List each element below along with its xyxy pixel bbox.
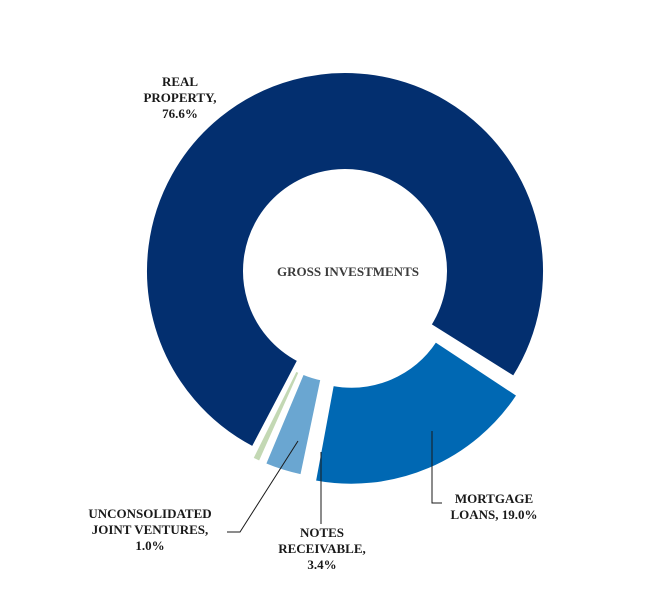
slice-labels: REAL PROPERTY, 76.6% MORTGAGE LOANS, 19.0% NO… xyxy=(88,74,537,572)
slice-label-line: 76.6% xyxy=(162,106,198,121)
leader-lines xyxy=(227,431,442,533)
slice-label-line: PROPERTY, xyxy=(143,90,216,105)
slice-label-line: RECEIVABLE, xyxy=(278,541,366,556)
slice-notes xyxy=(263,372,323,477)
slice-label-line: LOANS, 19.0% xyxy=(450,507,537,522)
donut-slices xyxy=(145,71,545,486)
slice-label-real: REAL PROPERTY, 76.6% xyxy=(143,74,216,121)
slice-label-line: 1.0% xyxy=(135,538,164,553)
slice-label-line: NOTES xyxy=(300,525,344,540)
slice-label-line: JOINT VENTURES, xyxy=(92,522,209,537)
leader-line-jv xyxy=(227,440,299,533)
slice-label-mortgage: MORTGAGE LOANS, 19.0% xyxy=(450,491,537,522)
slice-label-jv: UNCONSOLIDATED JOINT VENTURES, 1.0% xyxy=(88,506,211,553)
slice-label-line: MORTGAGE xyxy=(455,491,533,506)
leader-line-mortgage xyxy=(431,431,442,504)
center-label: GROSS INVESTMENTS xyxy=(277,264,419,279)
slice-mortgage xyxy=(313,339,519,486)
slice-label-line: REAL xyxy=(162,74,198,89)
slice-jv xyxy=(251,369,301,464)
slice-label-notes: NOTES RECEIVABLE, 3.4% xyxy=(278,525,366,572)
slice-label-line: UNCONSOLIDATED xyxy=(88,506,211,521)
slice-label-line: 3.4% xyxy=(307,557,336,572)
slice-real xyxy=(145,71,545,449)
